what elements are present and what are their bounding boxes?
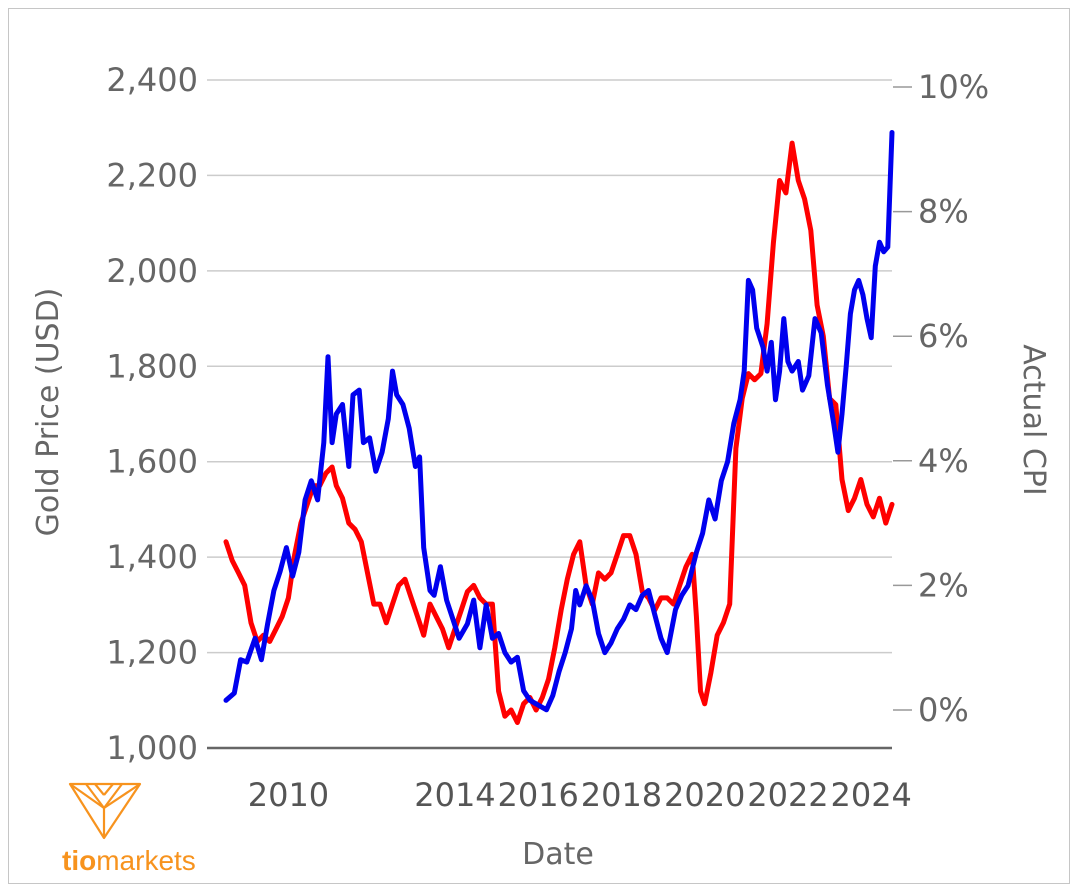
- logo-text-light: markets: [96, 845, 196, 876]
- y-axis-right-title: Actual CPI: [1016, 344, 1051, 495]
- series-layer: [223, 130, 895, 725]
- series-line-cpi: [223, 140, 895, 725]
- x-axis-ticks: 2010 2014 2016 2018 2020 2022 2024: [248, 776, 912, 814]
- y-left-tick-label: 2,400: [106, 61, 198, 99]
- y-right-tick-label: 8%: [918, 193, 969, 231]
- left-axis-ticks: 1,000 1,200 1,400 1,600 1,800 2,000 2,200 2,400: [106, 61, 198, 767]
- logo-mark-icon: [68, 782, 142, 840]
- y-right-tick-label: 10%: [918, 68, 989, 106]
- x-tick-label: 2020: [664, 776, 745, 814]
- y-left-tick-label: 1,400: [106, 538, 198, 576]
- y-left-tick-label: 1,200: [106, 634, 198, 672]
- series-line-gold-price: [223, 130, 895, 713]
- y-right-tick-label: 0%: [918, 691, 969, 729]
- tiomarkets-logo: tiomarkets: [62, 782, 196, 876]
- x-tick-label: 2022: [747, 776, 828, 814]
- y-axis-left-title: Gold Price (USD): [31, 288, 66, 537]
- logo-text: tiomarkets: [62, 845, 196, 876]
- right-axis-ticks: 0% 2% 4% 6% 8% 10%: [893, 68, 989, 729]
- y-left-tick-label: 1,800: [106, 347, 198, 385]
- y-right-tick-label: 2%: [918, 566, 969, 604]
- y-left-tick-label: 1,000: [106, 729, 198, 767]
- x-tick-label: 2018: [581, 776, 662, 814]
- y-left-tick-label: 2,200: [106, 156, 198, 194]
- y-right-tick-label: 4%: [918, 442, 969, 480]
- logo-text-bold: tio: [62, 845, 96, 876]
- x-tick-label: 2014: [414, 776, 495, 814]
- y-left-tick-label: 1,600: [106, 443, 198, 481]
- x-tick-label: 2024: [830, 776, 911, 814]
- gridlines: [207, 79, 892, 750]
- y-right-tick-label: 6%: [918, 317, 969, 355]
- x-axis-title: Date: [522, 837, 594, 872]
- x-tick-label: 2010: [248, 776, 329, 814]
- x-tick-label: 2016: [497, 776, 578, 814]
- y-left-tick-label: 2,000: [106, 252, 198, 290]
